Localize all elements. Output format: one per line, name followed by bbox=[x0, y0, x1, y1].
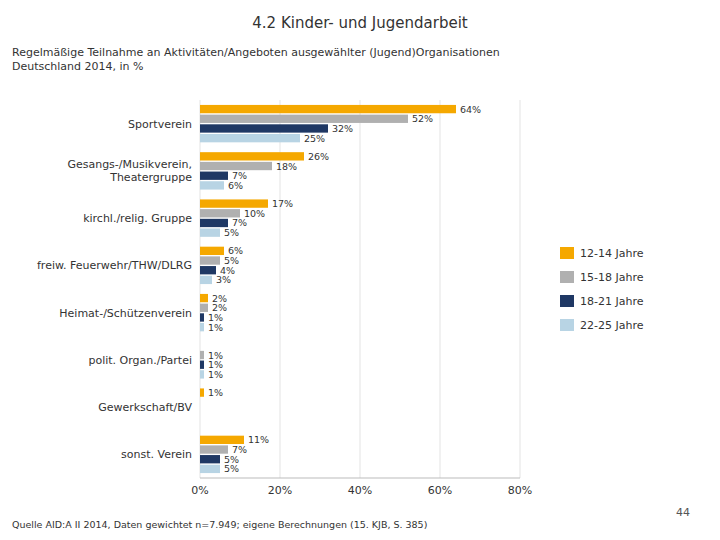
tick-label: 0% bbox=[191, 484, 208, 497]
legend-label: 22-25 Jahre bbox=[580, 319, 644, 332]
bar bbox=[200, 228, 220, 236]
grid-line bbox=[360, 100, 361, 478]
legend-label: 12-14 Jahre bbox=[580, 247, 644, 260]
bar bbox=[200, 351, 204, 359]
grid-line bbox=[440, 100, 441, 478]
bar bbox=[200, 304, 208, 312]
bar bbox=[200, 124, 328, 132]
category-label: polit. Organ./Partei bbox=[88, 354, 192, 367]
text-line: Gewerkschaft/BV bbox=[98, 401, 192, 414]
bar bbox=[200, 219, 228, 227]
text-line: Sportverein bbox=[128, 118, 192, 131]
bar bbox=[200, 134, 300, 142]
text-line: Gesangs-/Musikverein, bbox=[67, 158, 192, 171]
bar bbox=[200, 417, 201, 425]
bar bbox=[200, 398, 201, 406]
bar bbox=[200, 152, 304, 160]
chart: 4.2 Kinder- und Jugendarbeit Regelmäßige … bbox=[0, 0, 720, 540]
legend: 12-14 Jahre 15-18 Jahre 18-21 Jahre 22-25 J… bbox=[560, 247, 644, 332]
category-label: sonst. Verein bbox=[121, 448, 192, 461]
text-line: Regelmäßige Teilnahme an Aktivitäten/Ang… bbox=[12, 46, 500, 59]
bar bbox=[200, 181, 224, 189]
data-label: 5% bbox=[224, 463, 239, 474]
category-label: kirchl./relig. Gruppe bbox=[83, 212, 192, 225]
legend-swatch bbox=[560, 319, 574, 331]
category-label: freiw. Feuerwehr/THW/DLRG bbox=[37, 259, 192, 272]
data-label: 18% bbox=[276, 161, 297, 172]
bar bbox=[200, 408, 201, 416]
y-axis: Sportverein Gesangs-/Musikverein,Theaterg… bbox=[37, 118, 192, 462]
bar bbox=[200, 388, 204, 396]
bar bbox=[200, 313, 204, 321]
axis-line bbox=[200, 478, 520, 479]
bar bbox=[200, 436, 244, 444]
data-label: 11% bbox=[248, 434, 269, 445]
data-label: 3% bbox=[216, 274, 231, 285]
bar bbox=[200, 276, 212, 284]
bar bbox=[200, 370, 204, 378]
bar bbox=[200, 465, 220, 473]
data-label: 10% bbox=[244, 208, 265, 219]
text-line: freiw. Feuerwehr/THW/DLRG bbox=[37, 259, 192, 272]
bar bbox=[200, 341, 201, 349]
subtitle: Regelmäßige Teilnahme an Aktivitäten/Ang… bbox=[12, 46, 500, 73]
legend-swatch bbox=[560, 271, 574, 283]
data-label: 17% bbox=[272, 198, 293, 209]
tick-label: 80% bbox=[508, 484, 532, 497]
legend-label: 15-18 Jahre bbox=[580, 271, 644, 284]
bar bbox=[200, 247, 224, 255]
data-label: 26% bbox=[308, 151, 329, 162]
bar bbox=[200, 294, 208, 302]
background bbox=[0, 0, 720, 540]
data-label: 64% bbox=[460, 104, 481, 115]
x-axis: 0% 20% 40% 60% 80% bbox=[191, 100, 532, 497]
data-label: 1% bbox=[208, 369, 223, 380]
bar bbox=[200, 162, 272, 170]
text-line: sonst. Verein bbox=[121, 448, 192, 461]
legend-label: 18-21 Jahre bbox=[580, 295, 644, 308]
bar bbox=[200, 199, 268, 207]
category-label: Sportverein bbox=[128, 118, 192, 131]
bar bbox=[200, 256, 220, 264]
grid-line bbox=[520, 100, 521, 478]
data-label: 1% bbox=[208, 322, 223, 333]
data-label: 5% bbox=[224, 227, 239, 238]
bars bbox=[200, 105, 456, 473]
bar bbox=[200, 361, 204, 369]
bar bbox=[200, 266, 216, 274]
bar bbox=[200, 209, 240, 217]
page-number: 44 bbox=[676, 506, 690, 519]
text-line: Heimat-/Schützenverein bbox=[59, 307, 192, 320]
bar bbox=[200, 115, 408, 123]
legend-swatch bbox=[560, 247, 574, 259]
title: 4.2 Kinder- und Jugendarbeit bbox=[252, 14, 468, 32]
tick-label: 20% bbox=[268, 484, 292, 497]
bar bbox=[200, 172, 228, 180]
text-line: kirchl./relig. Gruppe bbox=[83, 212, 192, 225]
bar bbox=[200, 105, 456, 113]
data-label: 52% bbox=[412, 113, 433, 124]
category-label: Gesangs-/Musikverein,Theatergruppe bbox=[67, 158, 192, 184]
data-label: 1% bbox=[208, 387, 223, 398]
bar bbox=[200, 323, 204, 331]
data-label: 6% bbox=[228, 180, 243, 191]
data-label: 32% bbox=[332, 123, 353, 134]
category-label: Gewerkschaft/BV bbox=[98, 401, 192, 414]
category-label: Heimat-/Schützenverein bbox=[59, 307, 192, 320]
data-label: 25% bbox=[304, 133, 325, 144]
bar bbox=[200, 445, 228, 453]
bar bbox=[200, 455, 220, 463]
legend-swatch bbox=[560, 295, 574, 307]
tick-label: 40% bbox=[348, 484, 372, 497]
footer: Quelle AID:A II 2014, Daten gewichtet n=… bbox=[12, 519, 427, 530]
text-line: Deutschland 2014, in % bbox=[12, 60, 143, 73]
text-line: Theatergruppe bbox=[109, 171, 192, 184]
data-labels: 64%26%17%6%2%1%11%52%18%10%5%2%1%7%32%7%… bbox=[208, 104, 481, 475]
tick-label: 60% bbox=[428, 484, 452, 497]
page: {"chart_data": { "type": "bar", "orienta… bbox=[0, 0, 720, 540]
text-line: polit. Organ./Partei bbox=[88, 354, 192, 367]
